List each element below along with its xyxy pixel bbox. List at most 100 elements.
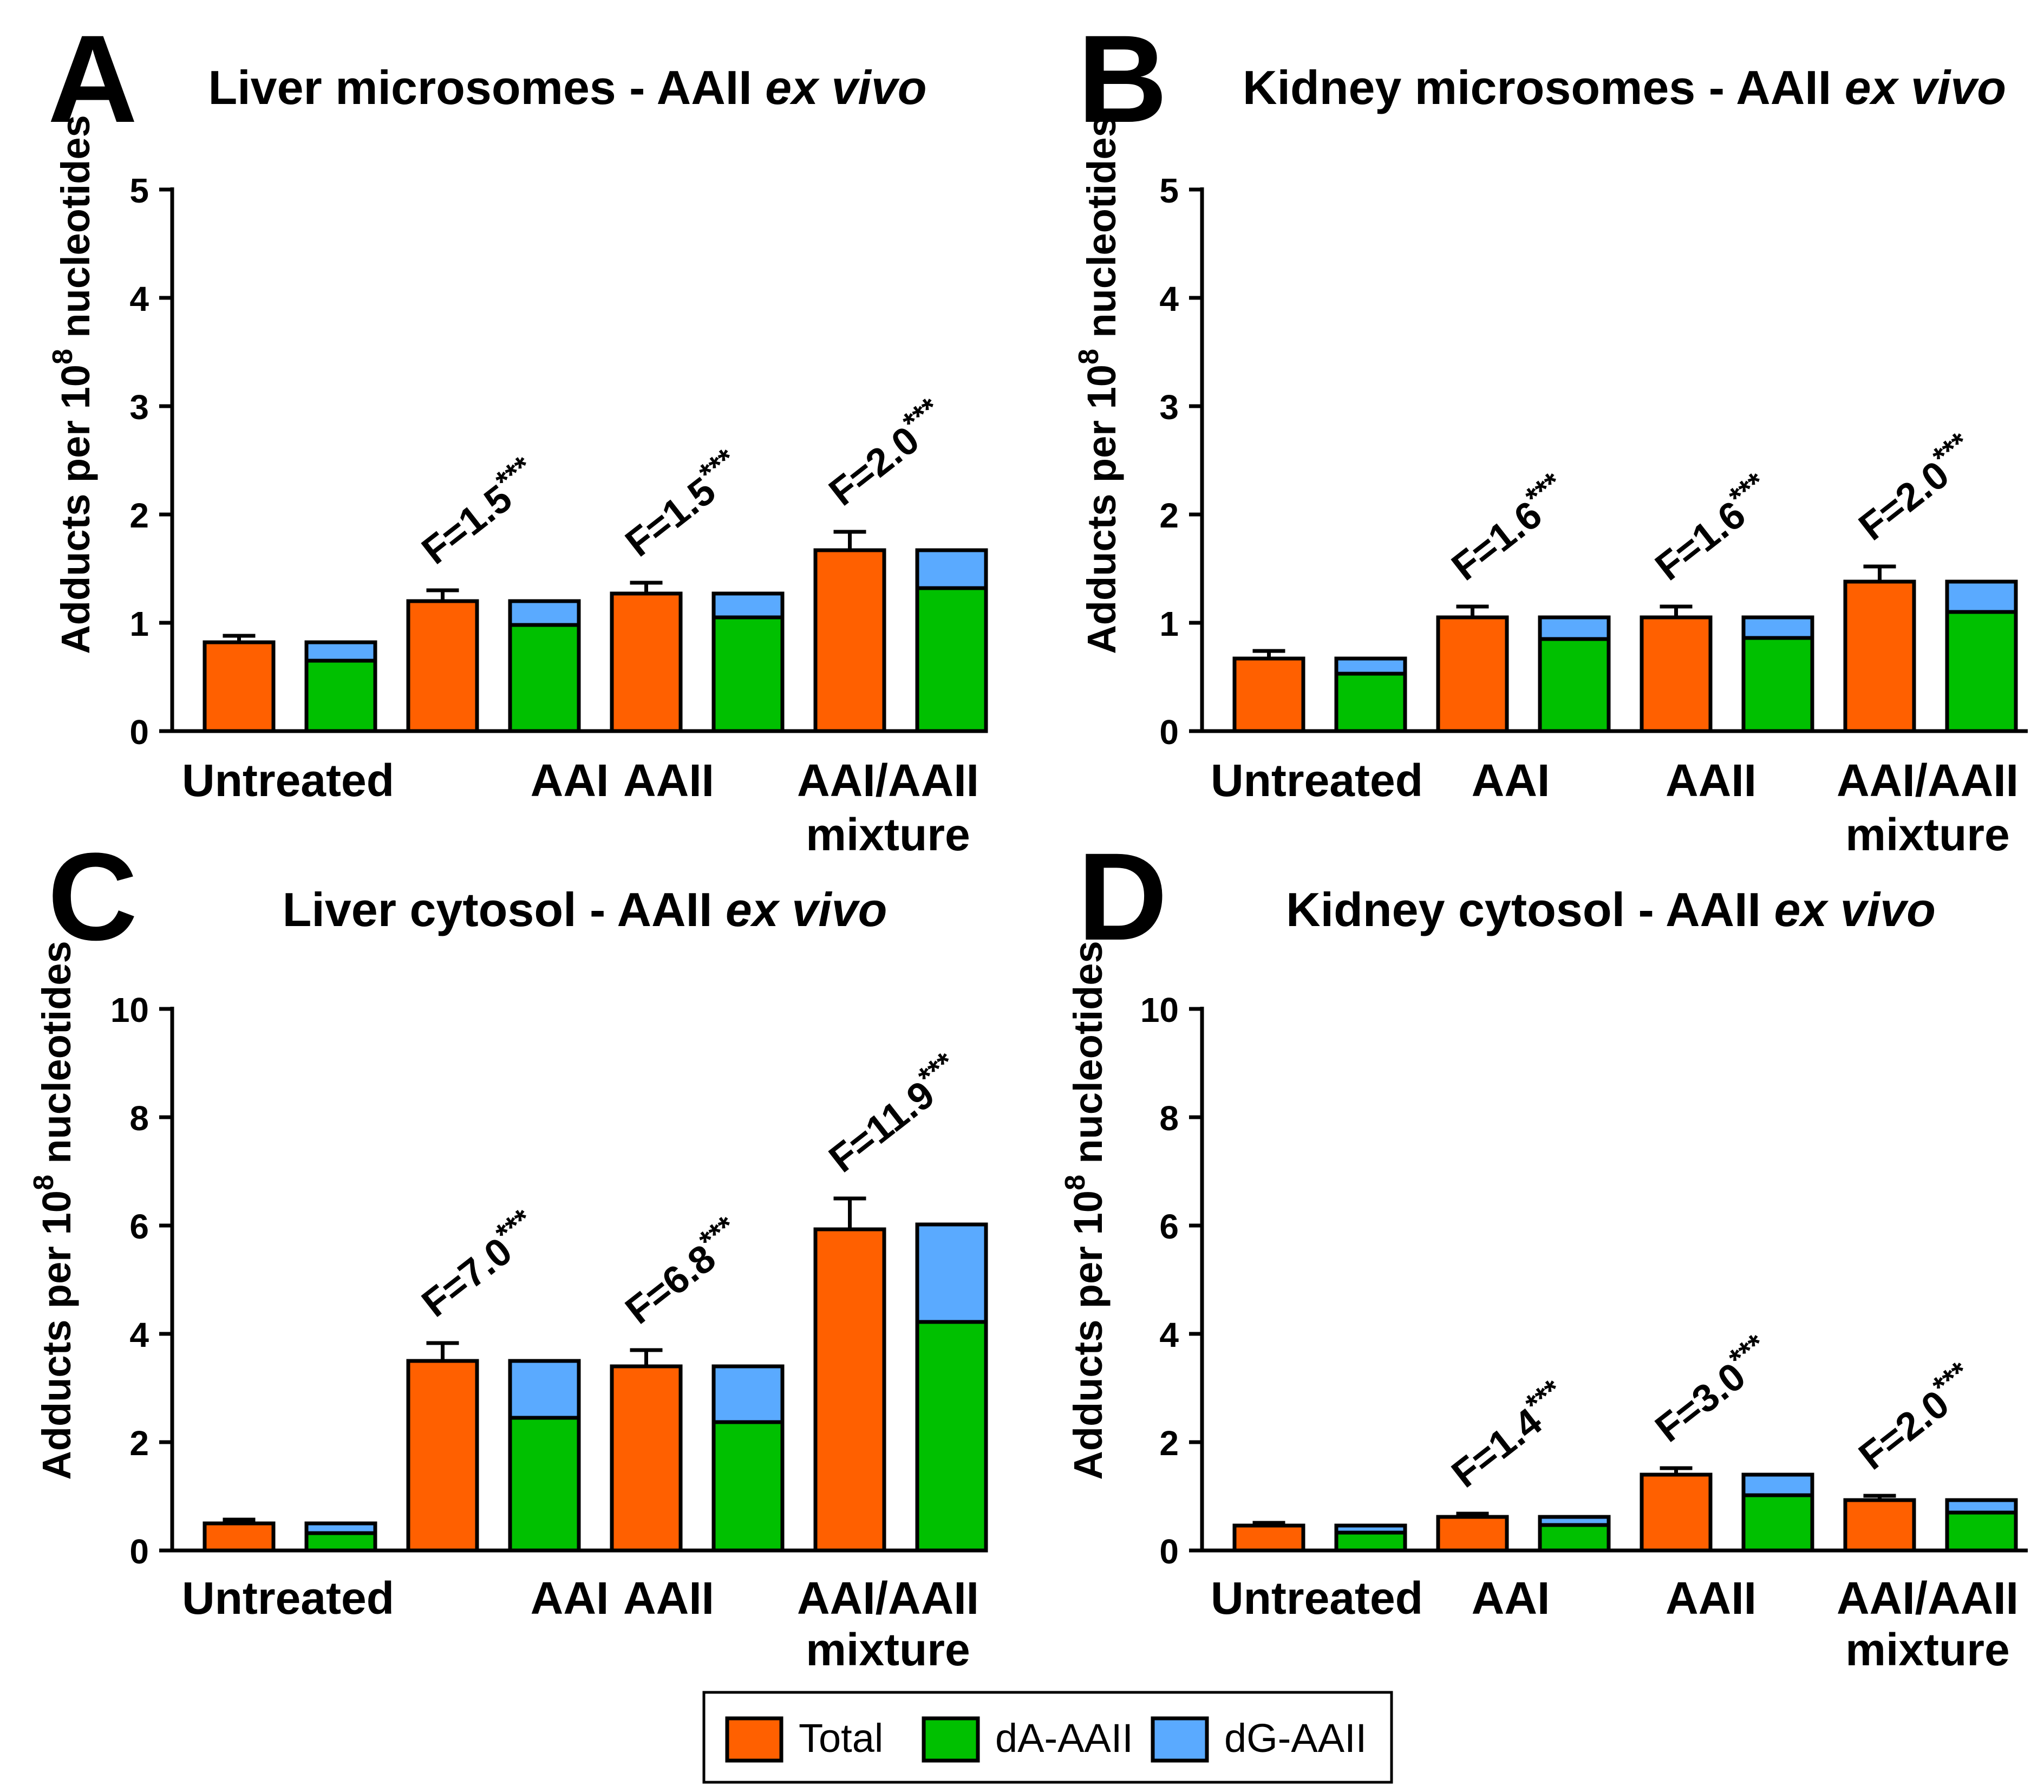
- x-category-label: mixture: [1845, 809, 2009, 860]
- bar-dA-AAII: [1741, 636, 1814, 733]
- x-category-label: AAII: [623, 755, 714, 806]
- y-tick-label: 4: [129, 1315, 149, 1354]
- y-tick-label: 0: [1159, 1532, 1179, 1571]
- bar-dG-AAII: [711, 1364, 785, 1424]
- legend: Total dA-AAII dG-AAII: [702, 1691, 1393, 1784]
- y-tick-label: 2: [129, 1424, 149, 1463]
- bar-total: [1436, 1515, 1509, 1553]
- bar-dG-AAII: [1741, 1472, 1814, 1497]
- x-category-label: AAII: [623, 1573, 714, 1624]
- bar-dG-AAII: [304, 1521, 377, 1535]
- bar-total: [1640, 615, 1713, 733]
- significance-annotation: F=1.5***: [410, 449, 548, 572]
- y-tick-label: 3: [129, 388, 149, 427]
- bar-dA-AAII: [1741, 1493, 1814, 1553]
- y-tick-label: 2: [1159, 1424, 1179, 1463]
- panel-title: Kidney cytosol - AAII ex vivo: [1286, 883, 1936, 936]
- significance-annotation: F=11.9***: [817, 1045, 971, 1181]
- y-tick-label: 5: [1159, 171, 1179, 210]
- panel-letter: A: [48, 9, 138, 148]
- x-category-label: mixture: [806, 809, 970, 860]
- panel-letter: C: [48, 827, 138, 966]
- significance-annotation: F=1.4***: [1440, 1372, 1578, 1496]
- panel-title: Liver microsomes - AAII ex vivo: [208, 61, 926, 114]
- x-category-label: AAI: [531, 1573, 609, 1624]
- y-tick-label: 3: [1159, 388, 1179, 427]
- bar-dA-AAII: [304, 659, 377, 733]
- x-category-label: AAII: [1666, 755, 1756, 806]
- x-category-label: AAI: [1472, 1573, 1550, 1624]
- y-tick-label: 5: [129, 171, 149, 210]
- y-tick-label: 0: [129, 713, 149, 752]
- y-tick-label: 10: [1140, 991, 1179, 1029]
- bar-dA-AAII: [508, 1416, 581, 1553]
- legend-swatch-dG: [1151, 1716, 1209, 1763]
- bar-dG-AAII: [1538, 1515, 1611, 1527]
- x-category-label: Untreated: [1211, 755, 1423, 806]
- bar-dA-AAII: [1538, 1523, 1611, 1553]
- x-category-label: AAI: [1472, 755, 1550, 806]
- bar-total: [1843, 579, 1916, 733]
- y-tick-label: 4: [129, 279, 149, 318]
- bar-dA-AAII: [1945, 1510, 2018, 1553]
- panel-c: C Liver cytosol - AAII ex vivo Adducts per…: [28, 827, 988, 1675]
- x-category-label: AAI: [531, 755, 609, 806]
- bar-dG-AAII: [1945, 1498, 2018, 1515]
- bar-dG-AAII: [304, 640, 377, 663]
- y-tick-label: 0: [1159, 713, 1179, 752]
- bar-dA-AAII: [915, 1320, 988, 1553]
- legend-swatch-total: [725, 1716, 783, 1763]
- bar-total: [813, 1227, 886, 1553]
- significance-annotation: F=1.5***: [613, 441, 752, 565]
- bar-dA-AAII: [1334, 672, 1407, 733]
- legend-label-dA: dA-AAII: [995, 1716, 1133, 1761]
- bar-dG-AAII: [1741, 615, 1814, 640]
- x-category-label: mixture: [806, 1624, 970, 1675]
- y-tick-label: 4: [1159, 1315, 1179, 1354]
- significance-annotation: F=2.0***: [1847, 425, 1986, 549]
- bar-dA-AAII: [304, 1531, 377, 1553]
- significance-annotation: F=2.0***: [817, 390, 956, 514]
- y-tick-label: 8: [129, 1099, 149, 1138]
- bar-dG-AAII: [915, 1222, 988, 1324]
- panel-d: D Kidney cytosol - AAII ex vivo Adducts pe…: [1060, 827, 2028, 1675]
- x-category-label: Untreated: [182, 755, 394, 806]
- y-axis-label: Adducts per 108 nucleotides: [1073, 115, 1124, 654]
- bar-total: [203, 1521, 276, 1553]
- panel-title: Liver cytosol - AAII ex vivo: [283, 883, 887, 936]
- bar-dG-AAII: [1334, 656, 1407, 676]
- bar-dG-AAII: [1945, 579, 2018, 614]
- bar-dA-AAII: [1945, 610, 2018, 733]
- bar-dA-AAII: [915, 586, 988, 733]
- panel-a: A Liver microsomes - AAII ex vivo Adducts …: [47, 9, 988, 860]
- panel-title: Kidney microsomes - AAII ex vivo: [1243, 61, 2006, 114]
- y-tick-label: 4: [1159, 279, 1179, 318]
- bar-dG-AAII: [711, 591, 785, 620]
- bar-dG-AAII: [1538, 615, 1611, 641]
- bar-dG-AAII: [1334, 1523, 1407, 1535]
- y-tick-label: 2: [129, 496, 149, 535]
- significance-annotation: F=1.6***: [1643, 465, 1782, 589]
- y-tick-label: 2: [1159, 496, 1179, 535]
- bar-total: [406, 1359, 479, 1553]
- y-tick-label: 10: [110, 991, 149, 1029]
- y-tick-label: 6: [129, 1207, 149, 1246]
- legend-swatch-dA: [922, 1716, 980, 1763]
- bar-dG-AAII: [915, 548, 988, 590]
- bar-total: [406, 599, 479, 733]
- bar-total: [610, 1364, 683, 1553]
- significance-annotation: F=6.8***: [613, 1209, 752, 1332]
- legend-label-total: Total: [799, 1716, 883, 1761]
- y-tick-label: 6: [1159, 1207, 1179, 1246]
- bar-dA-AAII: [711, 615, 785, 733]
- bar-total: [1232, 1523, 1305, 1553]
- y-axis-label: Adducts per 108 nucleotides: [1060, 941, 1111, 1480]
- x-category-label: Untreated: [182, 1573, 394, 1624]
- x-category-label: AAI/AAII: [1837, 1573, 2019, 1624]
- x-category-label: AAI/AAII: [797, 1573, 979, 1624]
- y-tick-label: 8: [1159, 1099, 1179, 1138]
- bar-total: [1436, 615, 1509, 733]
- bar-dG-AAII: [508, 599, 581, 627]
- significance-annotation: F=1.6***: [1440, 465, 1578, 589]
